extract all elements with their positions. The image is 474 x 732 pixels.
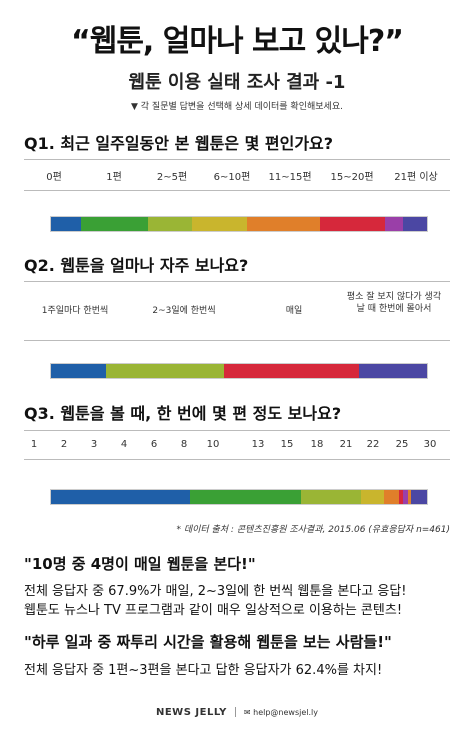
finding-2-body: 전체 응답자 중 1편~3편을 본다고 답한 응답자가 62.4%를 차지!	[24, 661, 382, 680]
bar-segment[interactable]	[417, 490, 427, 504]
q3-tick[interactable]: 21	[339, 439, 353, 450]
bar-segment[interactable]	[223, 364, 360, 378]
finding-1-line: 전체 응답자 중 67.9%가 매일, 2~3일에 한 번씩 웹툰을 본다고 응…	[24, 584, 407, 599]
finding-2-headline: "하루 일과 중 짜투리 시간을 활용해 웹툰을 보는 사람들!"	[24, 633, 392, 651]
q3-tick[interactable]: 6	[150, 439, 158, 450]
q3-tick[interactable]: 30	[423, 439, 437, 450]
finding-2-line: 전체 응답자 중 1편~3편을 본다고 답한 응답자가 62.4%를 차지!	[24, 663, 383, 678]
mail-icon: ✉	[243, 708, 254, 717]
q3-label-row: 1 2 3 4 6 8 10 13 15 18 21 22 25 30	[24, 430, 450, 460]
bar-segment[interactable]	[407, 490, 412, 504]
bar-segment[interactable]	[319, 217, 385, 231]
q1-tick[interactable]: 6~10편	[213, 172, 251, 183]
q2-tick[interactable]: 매일	[285, 306, 303, 316]
q1-stacked-bar	[50, 216, 428, 232]
q3-tick[interactable]: 2	[60, 439, 68, 450]
bar-segment[interactable]	[190, 490, 286, 504]
question-1-title: Q1. 최근 일주일동안 본 웹툰은 몇 편인가요?	[24, 134, 334, 153]
q3-tick[interactable]: 8	[180, 439, 188, 450]
bar-segment[interactable]	[366, 490, 384, 504]
brand-logo: NEWS JELLY	[155, 707, 227, 718]
q3-tick[interactable]: 4	[120, 439, 128, 450]
bar-segment[interactable]	[124, 490, 191, 504]
bar-segment[interactable]	[411, 490, 418, 504]
q1-label-row: 0편 1편 2~5편 6~10편 11~15편 15~20편 21편 이상	[24, 159, 450, 191]
bar-segment[interactable]	[51, 217, 82, 231]
q3-stacked-bar	[50, 489, 428, 505]
q3-tick[interactable]: 25	[395, 439, 409, 450]
footer: NEWS JELLY ✉ help@newsjel.ly	[0, 707, 474, 718]
bar-segment[interactable]	[359, 364, 427, 378]
q2-tick[interactable]: 2~3일에 한번씩	[152, 306, 216, 316]
q2-label-row: 1주일마다 한번씩 2~3일에 한번씩 매일 평소 잘 보지 않다가 생각날 때…	[24, 281, 450, 341]
q1-tick[interactable]: 11~15편	[268, 172, 312, 183]
page-title: “웹툰, 얼마나 보고 있나?”	[71, 24, 404, 59]
bar-segment[interactable]	[51, 490, 125, 504]
q1-tick[interactable]: 1편	[106, 172, 122, 183]
bar-segment[interactable]	[384, 217, 403, 231]
q1-tick[interactable]: 21편 이상	[394, 172, 438, 183]
bar-segment[interactable]	[247, 217, 320, 231]
footer-divider	[234, 707, 236, 717]
contact-email[interactable]: help@newsjel.ly	[253, 708, 319, 717]
bar-segment[interactable]	[301, 490, 362, 504]
bar-segment[interactable]	[51, 364, 106, 378]
bar-segment[interactable]	[81, 217, 149, 231]
bar-segment[interactable]	[399, 490, 404, 504]
q3-tick[interactable]: 15	[280, 439, 294, 450]
bar-segment[interactable]	[403, 490, 408, 504]
q3-tick[interactable]: 13	[251, 439, 265, 450]
q3-tick[interactable]: 22	[366, 439, 380, 450]
bar-segment[interactable]	[192, 217, 248, 231]
q2-stacked-bar	[50, 363, 428, 379]
question-2-title: Q2. 웹툰을 얼마나 자주 보나요?	[24, 256, 249, 275]
finding-1-body: 전체 응답자 중 67.9%가 매일, 2~3일에 한 번씩 웹툰을 본다고 응…	[24, 582, 407, 620]
bar-segment[interactable]	[383, 490, 389, 504]
bar-segment[interactable]	[285, 490, 302, 504]
q1-tick[interactable]: 15~20편	[330, 172, 374, 183]
bar-segment[interactable]	[361, 490, 367, 504]
bar-segment[interactable]	[105, 364, 224, 378]
q1-tick[interactable]: 2~5편	[156, 172, 188, 183]
bar-segment[interactable]	[148, 217, 193, 231]
q2-tick[interactable]: 1주일마다 한번씩	[41, 306, 109, 316]
q3-tick[interactable]: 18	[310, 439, 324, 450]
page-subtitle: 웹툰 이용 실태 조사 결과 -1	[128, 72, 346, 93]
q3-tick[interactable]: 1	[30, 439, 38, 450]
bar-segment[interactable]	[402, 217, 427, 231]
finding-1-line: 웹툰도 뉴스나 TV 프로그램과 같이 매우 일상적으로 이용하는 콘텐츠!	[24, 603, 403, 618]
data-source-note: * 데이터 출처 : 콘텐츠진흥원 조사결과, 2015.06 (유효응답자 n…	[176, 525, 450, 535]
q3-tick[interactable]: 10	[206, 439, 220, 450]
instruction-note: ▼ 각 질문별 답변을 선택해 상세 데이터를 확인해보세요.	[131, 102, 343, 112]
finding-1-headline: "10명 중 4명이 매일 웹툰을 본다!"	[24, 555, 256, 573]
question-3-title: Q3. 웹툰을 볼 때, 한 번에 몇 편 정도 보나요?	[24, 404, 342, 423]
q2-tick[interactable]: 평소 잘 보지 않다가 생각날 때 한번에 몰아서	[346, 292, 442, 314]
q3-tick[interactable]: 3	[90, 439, 98, 450]
bar-segment[interactable]	[388, 490, 400, 504]
q1-tick[interactable]: 0편	[46, 172, 62, 183]
